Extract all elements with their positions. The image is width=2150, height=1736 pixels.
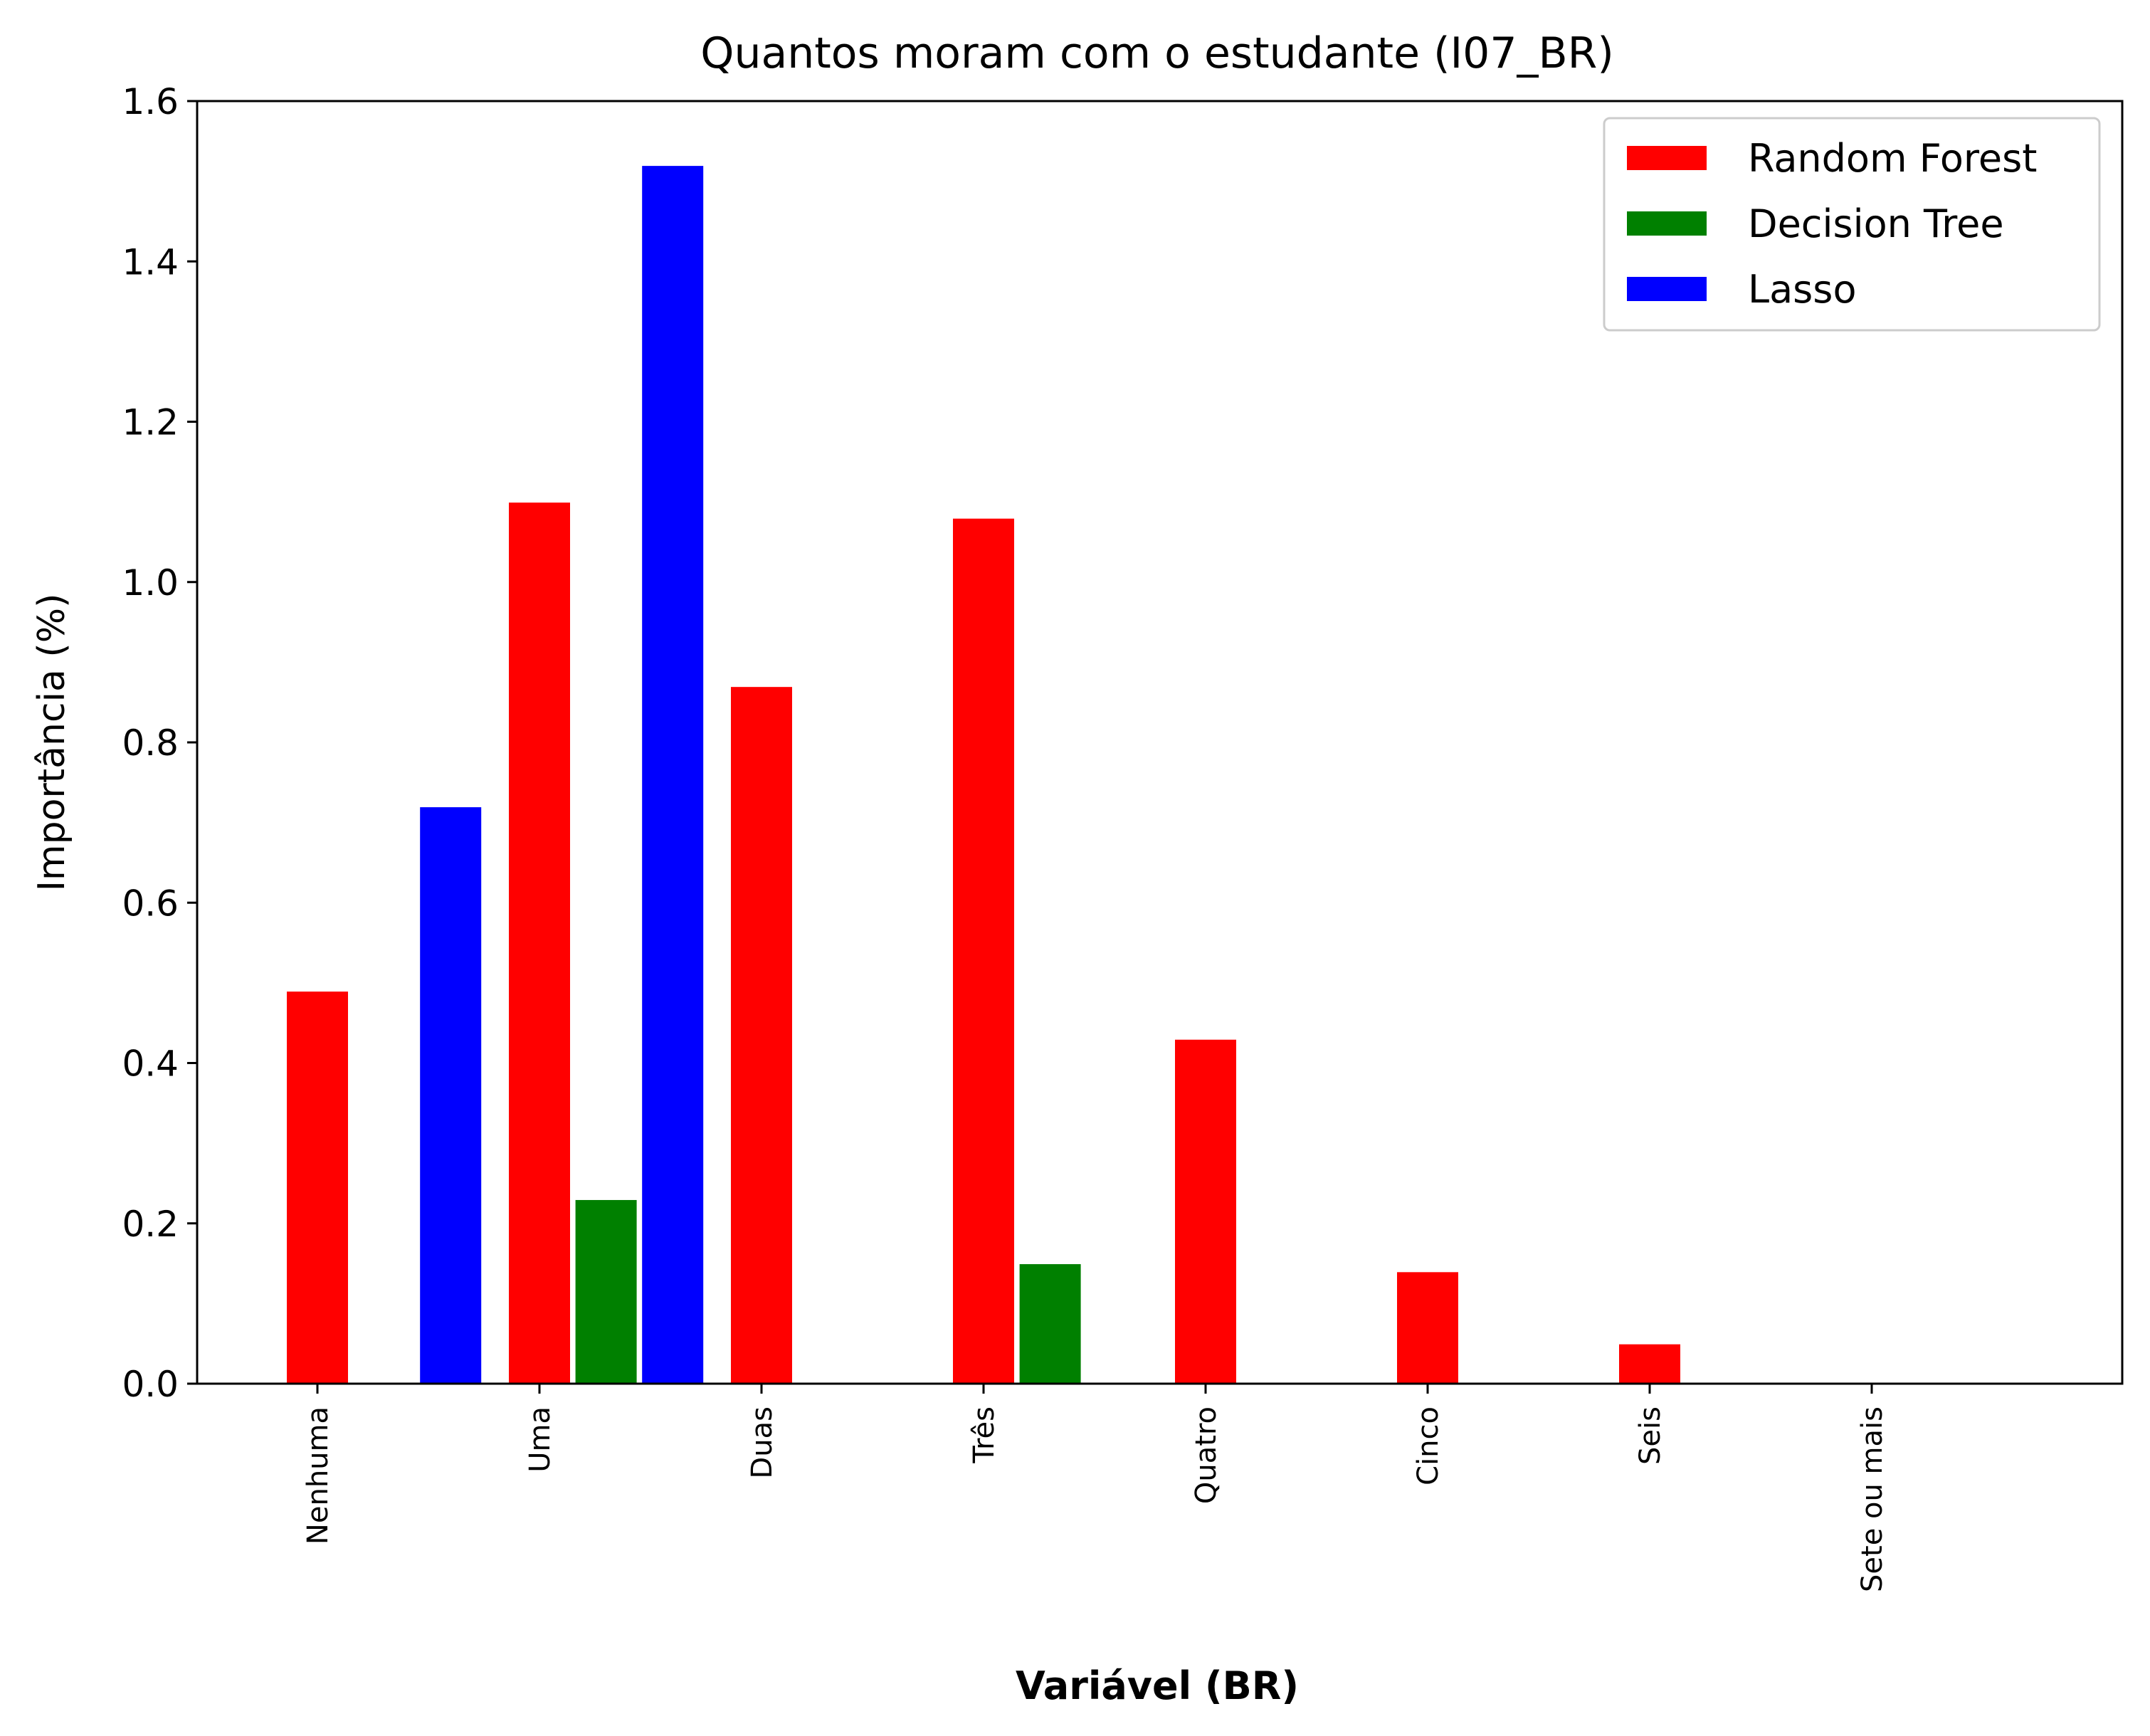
y-tick-label: 0.4 — [122, 1043, 179, 1085]
bar-random-forest-1 — [507, 501, 571, 1384]
x-tick-label: Sete ou mais — [1856, 1406, 1889, 1592]
legend-swatch — [1627, 277, 1707, 301]
bar-random-forest-5 — [1396, 1271, 1460, 1384]
x-tick-label: Três — [968, 1406, 1001, 1464]
x-tick-label: Uma — [524, 1406, 557, 1473]
bar-decision-tree-1 — [1018, 1263, 1082, 1384]
y-tick-label: 1.6 — [122, 81, 179, 122]
plot-area — [285, 164, 1682, 1385]
bar-random-forest-3 — [952, 517, 1016, 1384]
y-tick-label: 1.4 — [122, 241, 179, 283]
x-tick-label: Seis — [1634, 1406, 1667, 1465]
bar-random-forest-0 — [285, 990, 349, 1384]
y-axis-label: Importância (%) — [31, 594, 73, 892]
legend-swatch — [1627, 211, 1707, 236]
y-tick-label: 0.8 — [122, 722, 179, 764]
legend: Random Forest Decision Tree Lasso — [1603, 117, 2101, 332]
legend-frame — [1603, 117, 2101, 332]
y-tick-label: 0.0 — [122, 1364, 179, 1405]
legend-label: Random Forest — [1748, 136, 2037, 181]
x-tick-label: Cinco — [1412, 1406, 1445, 1485]
x-tick-label: Duas — [746, 1406, 779, 1479]
bar-random-forest-2 — [729, 685, 794, 1384]
y-tick-label: 0.2 — [122, 1204, 179, 1245]
bar-lasso-1 — [641, 164, 705, 1385]
x-tick-label: Nenhuma — [302, 1406, 334, 1545]
x-tick-label: Quatro — [1190, 1406, 1223, 1504]
legend-swatch — [1627, 146, 1707, 170]
x-axis: Nenhuma Uma Duas Três Quatro Cinco Seis Sete ou… — [302, 1384, 1889, 1592]
y-tick-label: 1.0 — [122, 562, 179, 604]
bar-decision-tree-0 — [574, 1198, 638, 1385]
legend-label: Lasso — [1748, 267, 1856, 312]
bar-lasso-0 — [418, 806, 483, 1384]
bar-random-forest-6 — [1618, 1342, 1682, 1384]
y-tick-label: 0.6 — [122, 883, 179, 924]
legend-label: Decision Tree — [1748, 201, 2004, 246]
y-tick-label: 1.2 — [122, 402, 179, 443]
chart-title: Quantos moram com o estudante (I07_BR) — [700, 28, 1614, 78]
bar-random-forest-4 — [1174, 1038, 1238, 1385]
x-axis-label: Variável (BR) — [1016, 1663, 1299, 1708]
y-axis: 0.0 0.2 0.4 0.6 0.8 1.0 1.2 1.4 1.6 — [122, 81, 197, 1405]
